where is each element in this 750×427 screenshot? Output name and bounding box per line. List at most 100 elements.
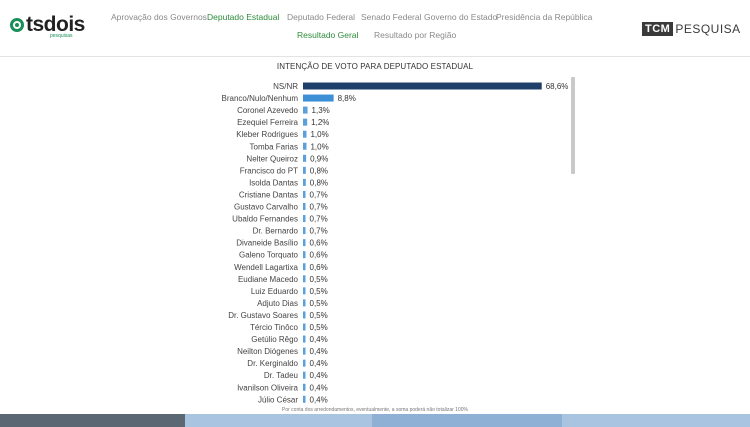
bar[interactable] [303, 347, 306, 355]
category-label: Kleber Rodrigues [236, 130, 298, 139]
value-label: 0,7% [310, 190, 328, 199]
category-label: NS/NR [273, 82, 298, 91]
category-label: Neilton Diógenes [237, 347, 298, 356]
bar[interactable] [303, 178, 306, 186]
category-label: Tomba Farias [250, 142, 298, 151]
value-label: 0,7% [310, 203, 328, 212]
bar[interactable] [303, 275, 306, 283]
subnav-resultado-regiao[interactable]: Resultado por Região [374, 30, 457, 40]
bar[interactable] [303, 323, 306, 331]
bar-chart: NS/NR 68,6% Branco/Nulo/Nenhum 8,8% Coronel … [222, 82, 569, 404]
bar[interactable] [303, 154, 307, 162]
tsdois-logo[interactable]: tsdois [10, 14, 85, 35]
value-label: 1,0% [310, 142, 328, 151]
category-label: Getúlio Rêgo [251, 335, 298, 344]
bar[interactable] [303, 215, 306, 223]
value-label: 0,6% [310, 239, 328, 248]
bar[interactable] [303, 263, 306, 271]
bar[interactable] [303, 359, 306, 367]
category-label: Luiz Eduardo [251, 287, 299, 296]
value-label: 0,5% [310, 299, 328, 308]
bar[interactable] [303, 166, 306, 174]
header-divider [0, 56, 750, 57]
subnav-resultado-geral[interactable]: Resultado Geral [297, 30, 359, 40]
nav-deputado-federal[interactable]: Deputado Federal [287, 12, 356, 22]
bar[interactable] [303, 251, 306, 259]
value-label: 1,3% [312, 106, 330, 115]
category-label: Nelter Queiroz [246, 154, 298, 163]
value-label: 0,4% [310, 335, 328, 344]
value-label: 0,7% [310, 215, 328, 224]
nav-presidencia-republica[interactable]: Presidência da República [496, 12, 593, 22]
bar[interactable] [303, 94, 334, 102]
bottom-band [0, 414, 750, 427]
bar[interactable] [303, 106, 308, 114]
nav-governo-estado[interactable]: Governo do Estado [424, 12, 498, 22]
category-label: Júlio César [258, 395, 298, 404]
logo-subtitle: pesquisas [50, 33, 73, 39]
bar[interactable] [303, 371, 306, 379]
nav-aprovacao-governos[interactable]: Aprovação dos Governos [111, 12, 207, 22]
category-label: Francisco do PT [240, 166, 298, 175]
bar[interactable] [303, 299, 306, 307]
bar[interactable] [303, 203, 306, 210]
value-label: 0,4% [310, 359, 328, 368]
category-label: Tércio Tinôco [250, 323, 299, 332]
nav-deputado-estadual[interactable]: Deputado Estadual [207, 12, 280, 22]
bar[interactable] [303, 335, 306, 343]
category-label: Dr. Tadeu [264, 371, 298, 380]
value-label: 0,5% [310, 311, 328, 320]
category-label: Gustavo Carvalho [234, 203, 299, 212]
value-label: 0,6% [310, 263, 328, 272]
value-label: 0,5% [310, 287, 328, 296]
value-label: 1,2% [311, 118, 329, 127]
value-label: 0,8% [310, 178, 328, 187]
value-label: 0,5% [310, 275, 328, 284]
bottom-band-dark [0, 414, 185, 427]
category-label: Galeno Torquato [239, 251, 299, 260]
bar[interactable] [303, 82, 542, 90]
value-label: 0,4% [310, 383, 328, 392]
category-label: Eudiane Macedo [238, 275, 299, 284]
category-label: Ubaldo Fernandes [232, 215, 298, 224]
value-label: 0,4% [310, 371, 328, 380]
category-label: Dr. Kerginaldo [247, 359, 298, 368]
value-label: 0,6% [310, 251, 328, 260]
category-label: Divaneide Basílio [236, 239, 298, 248]
bar[interactable] [303, 395, 306, 403]
category-label: Branco/Nulo/Nenhum [222, 94, 299, 103]
category-label: Dr. Bernardo [253, 227, 299, 236]
bar[interactable] [303, 383, 306, 391]
bar[interactable] [303, 239, 306, 247]
bar[interactable] [303, 190, 306, 198]
bar[interactable] [303, 118, 308, 126]
chart-scrollbar[interactable] [571, 77, 575, 174]
brand-box: TCM [642, 22, 674, 36]
logo-circle-icon [10, 17, 24, 32]
logo-text: tsdois [26, 13, 85, 36]
value-label: 1,0% [310, 130, 328, 139]
bar[interactable] [303, 227, 306, 235]
value-label: 0,4% [310, 395, 328, 404]
brand-text: PESQUISA [675, 22, 741, 36]
bar[interactable] [303, 130, 307, 138]
nav-senado-federal[interactable]: Senado Federal [361, 12, 422, 22]
value-label: 0,4% [310, 347, 328, 356]
value-label: 0,8% [310, 166, 328, 175]
value-label: 0,9% [310, 154, 328, 163]
category-label: Coronel Azevedo [237, 106, 298, 115]
category-label: Isolda Dantas [249, 178, 298, 187]
bar[interactable] [303, 311, 306, 319]
value-label: 0,5% [310, 323, 328, 332]
value-label: 0,7% [310, 227, 328, 236]
main-nav: Aprovação dos Governos Deputado Estadual… [0, 12, 750, 26]
category-label: Ivanilson Oliveira [237, 383, 298, 392]
category-label: Cristiane Dantas [239, 190, 298, 199]
category-label: Adjuto Dias [257, 299, 298, 308]
bottom-band-mid [372, 414, 562, 427]
category-label: Dr. Gustavo Soares [228, 311, 298, 320]
bar[interactable] [303, 287, 306, 295]
bar[interactable] [303, 142, 307, 150]
footnote: Por conta dos arredondamentos, eventualm… [282, 407, 468, 413]
value-label: 8,8% [338, 94, 356, 103]
